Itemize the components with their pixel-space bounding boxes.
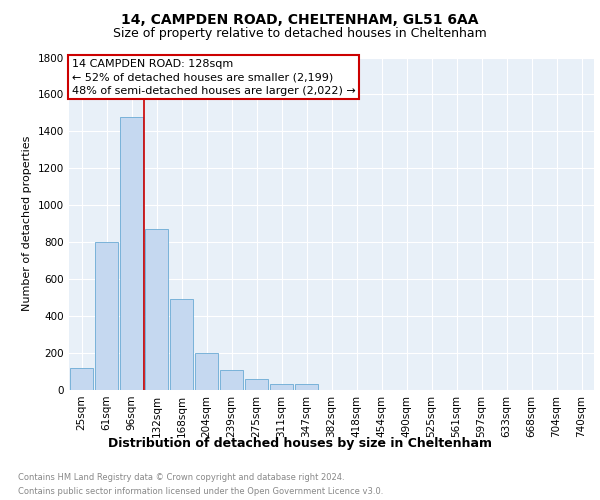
- Bar: [145, 230, 168, 390]
- Bar: [220, 370, 243, 390]
- Text: Distribution of detached houses by size in Cheltenham: Distribution of detached houses by size …: [108, 438, 492, 450]
- Text: 14 CAMPDEN ROAD: 128sqm
← 52% of detached houses are smaller (2,199)
48% of semi: 14 CAMPDEN ROAD: 128sqm ← 52% of detache…: [71, 59, 355, 96]
- Bar: [195, 353, 218, 390]
- Bar: [120, 116, 143, 390]
- Bar: [245, 379, 268, 390]
- Text: Contains HM Land Registry data © Crown copyright and database right 2024.: Contains HM Land Registry data © Crown c…: [18, 472, 344, 482]
- Bar: [295, 384, 318, 390]
- Y-axis label: Number of detached properties: Number of detached properties: [22, 136, 32, 312]
- Bar: [95, 242, 118, 390]
- Bar: [170, 300, 193, 390]
- Text: 14, CAMPDEN ROAD, CHELTENHAM, GL51 6AA: 14, CAMPDEN ROAD, CHELTENHAM, GL51 6AA: [121, 12, 479, 26]
- Text: Size of property relative to detached houses in Cheltenham: Size of property relative to detached ho…: [113, 28, 487, 40]
- Text: Contains public sector information licensed under the Open Government Licence v3: Contains public sector information licen…: [18, 488, 383, 496]
- Bar: [270, 384, 293, 390]
- Bar: [70, 368, 93, 390]
